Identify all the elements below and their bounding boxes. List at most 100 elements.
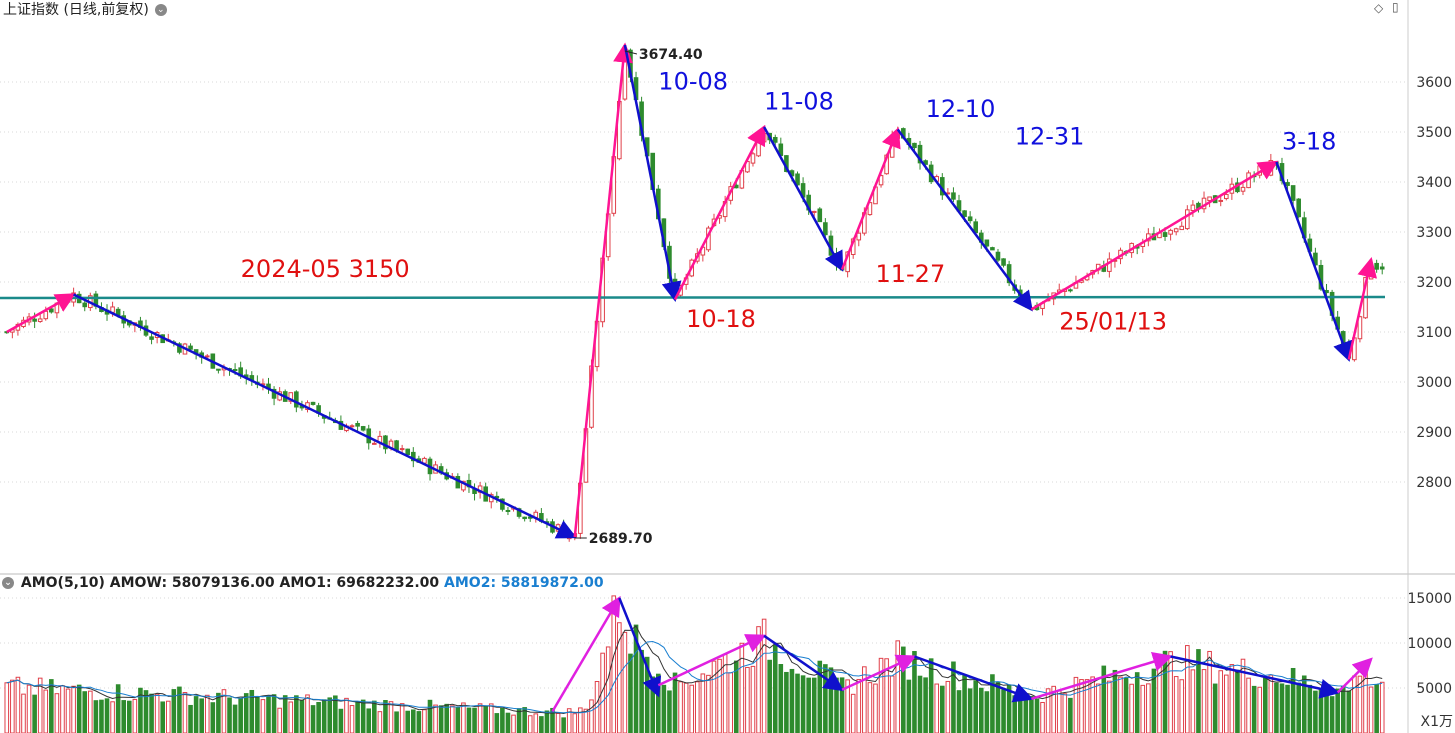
volume-bar — [1257, 686, 1263, 733]
volume-bar — [438, 705, 444, 733]
volume-bar — [706, 674, 711, 733]
volume-bar — [1296, 682, 1301, 733]
vol-trend-line — [1336, 657, 1373, 694]
volume-bar — [878, 657, 884, 733]
y-tick-label: 3300 — [1416, 225, 1452, 241]
volume-bar — [238, 698, 243, 733]
volume-bar — [1134, 672, 1140, 733]
window-icon[interactable]: ▯ — [1392, 0, 1399, 14]
volume-bar — [1112, 669, 1118, 733]
volume-bar — [739, 642, 745, 733]
volume-bar — [93, 700, 99, 733]
candle-body — [372, 442, 377, 445]
volume-bar — [316, 701, 321, 733]
volume-bar — [1301, 675, 1307, 733]
volume-bar — [394, 711, 399, 733]
candle-body — [60, 302, 65, 305]
volume-bar — [1346, 690, 1352, 733]
volume-bar — [689, 684, 695, 733]
volume-bar — [294, 695, 299, 733]
trend-line — [573, 42, 634, 538]
volume-bar — [605, 646, 611, 733]
candle-body — [1173, 228, 1179, 233]
candle-body — [43, 310, 49, 320]
volume-bar — [806, 677, 811, 733]
volume-bar — [249, 689, 255, 733]
candle-body — [917, 144, 923, 164]
volume-bar — [305, 694, 310, 733]
volume-bar — [104, 698, 110, 733]
volume-bar — [639, 649, 644, 733]
volume-bar — [1235, 669, 1240, 733]
max-label: 3674.40 — [639, 47, 703, 63]
volume-bar — [1017, 695, 1023, 733]
vol-trend-line — [1031, 652, 1174, 700]
vol-trend-line — [618, 597, 662, 698]
candle-body — [772, 136, 778, 143]
candle-body — [355, 422, 360, 427]
volume-bar — [917, 675, 923, 733]
volume-bar — [243, 693, 249, 733]
candle-body — [1179, 225, 1185, 231]
volume-bar — [88, 690, 93, 733]
volume-bar — [895, 640, 901, 733]
trend-line — [840, 127, 901, 270]
volume-bar — [76, 684, 82, 733]
volume-bar — [216, 692, 221, 733]
vol-trend-line — [1170, 655, 1341, 699]
volume-bar — [344, 697, 349, 733]
volume-bar — [962, 674, 967, 733]
volume-bar — [355, 700, 360, 733]
volume-bar — [1095, 683, 1101, 733]
y-tick-label: 3600 — [1416, 75, 1452, 91]
volume-bar — [672, 672, 678, 733]
volume-bar — [377, 711, 383, 733]
volume-header: ⌄ AMO(5,10) AMOW: 58079136.00 AMO1: 6968… — [2, 575, 604, 591]
volume-bar — [611, 595, 617, 733]
candle-body — [177, 343, 182, 353]
trend-line — [623, 44, 682, 302]
annotation-label: 12-10 — [926, 95, 996, 123]
volume-bar — [1140, 684, 1146, 733]
volume-bar — [99, 699, 104, 733]
volume-bar — [1162, 650, 1168, 733]
diamond-icon[interactable]: ◇ — [1374, 1, 1384, 15]
candle-body — [1185, 209, 1190, 230]
candle-body — [1162, 232, 1168, 237]
volume-bar — [333, 695, 338, 733]
index-title: 上证指数 (日线,前复权) — [3, 2, 149, 18]
volume-bar — [661, 684, 667, 733]
amo2-value: 58819872.00 — [500, 575, 604, 591]
candle-body — [962, 210, 967, 217]
trend-line — [73, 293, 578, 539]
candle-body — [1240, 186, 1246, 192]
volume-bar — [1212, 683, 1218, 733]
support-line — [0, 295, 1386, 300]
volume-bar — [566, 708, 572, 733]
volume-bar — [310, 705, 316, 733]
volume-bar — [483, 705, 488, 733]
trend-line — [896, 128, 1033, 312]
volume-bar — [940, 685, 945, 733]
chart-title: 上证指数 (日线,前复权) ⌄ — [3, 0, 167, 19]
vol-trend-line — [914, 655, 1034, 703]
candle-body — [232, 369, 238, 372]
volume-bar — [444, 703, 449, 733]
volume-bar — [973, 680, 979, 733]
volume-bar — [466, 707, 472, 733]
volume-bar — [1374, 684, 1379, 733]
volume-bar — [383, 700, 388, 733]
candle-body — [405, 448, 411, 456]
volume-bar — [889, 675, 895, 733]
annotation-label: 25/01/13 — [1059, 308, 1167, 336]
volume-bar — [1207, 650, 1212, 733]
volume-bar — [1123, 677, 1129, 733]
volume-bar — [873, 683, 878, 733]
chevron-down-icon[interactable]: ⌄ — [154, 4, 167, 16]
chevron-down-icon[interactable]: ⌄ — [2, 577, 14, 589]
volume-bar — [154, 693, 160, 733]
volume-bar — [32, 694, 37, 733]
candle-body — [49, 308, 54, 313]
volume-bar — [1223, 674, 1229, 733]
